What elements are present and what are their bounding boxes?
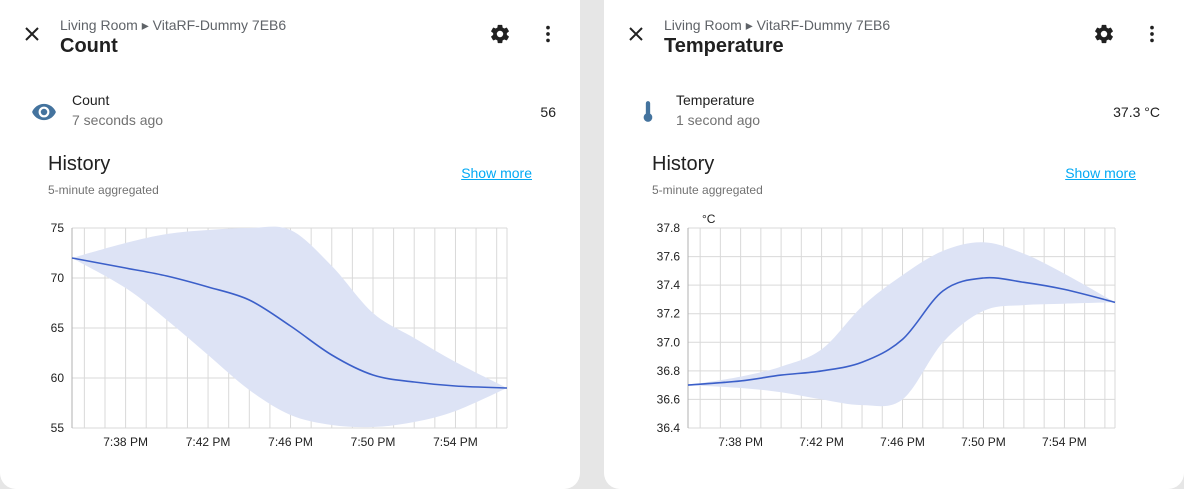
- more-options-button[interactable]: [532, 18, 564, 50]
- y-tick-label: 37.0: [657, 335, 681, 349]
- entity-state-value: 37.3 °C: [1113, 104, 1160, 120]
- x-tick-label: 7:50 PM: [961, 435, 1006, 449]
- history-subtitle: 5-minute aggregated: [652, 183, 763, 197]
- history-subtitle: 5-minute aggregated: [48, 183, 159, 197]
- dialog-title: Temperature: [664, 35, 784, 57]
- entity-name: Count: [72, 92, 110, 108]
- y-tick-label: 65: [51, 321, 65, 335]
- y-tick-label: 36.6: [657, 392, 681, 406]
- y-tick-label: 70: [51, 271, 65, 285]
- more-vert-icon: [1150, 25, 1154, 43]
- settings-button[interactable]: [1088, 18, 1120, 50]
- series-line: [71, 257, 508, 389]
- settings-button[interactable]: [484, 18, 516, 50]
- x-tick-label: 7:38 PM: [718, 435, 763, 449]
- y-axis-unit: °C: [702, 212, 716, 226]
- temperature-dialog: Living Room ▸ VitaRF-Dummy 7EB6 Temperat…: [604, 0, 1184, 489]
- close-button[interactable]: [620, 18, 652, 50]
- gear-icon: [491, 24, 509, 44]
- close-button[interactable]: [16, 18, 48, 50]
- close-icon: [25, 27, 39, 41]
- history-title: History: [652, 153, 715, 175]
- history-title: History: [48, 153, 111, 175]
- show-more-link[interactable]: Show more: [1065, 165, 1136, 181]
- gear-icon: [1095, 24, 1113, 44]
- show-more-link[interactable]: Show more: [461, 165, 532, 181]
- entity-last-changed: 1 second ago: [676, 112, 761, 128]
- y-tick-label: 60: [51, 371, 65, 385]
- y-tick-label: 36.8: [657, 364, 681, 378]
- count-history-chart[interactable]: 75 70 65 60 55 7:38 PM 7:42 PM 7:46 PM 7:50 PM 7:…: [0, 205, 580, 465]
- x-tick-label: 7:42 PM: [186, 435, 231, 449]
- eye-icon: [30, 98, 58, 126]
- y-tick-label: 55: [51, 421, 65, 435]
- thermometer-icon: [634, 98, 662, 126]
- dialog-title: Count: [60, 35, 118, 57]
- breadcrumb: Living Room ▸ VitaRF-Dummy 7EB6: [60, 17, 287, 33]
- y-tick-label: 37.6: [657, 250, 681, 264]
- x-tick-label: 7:54 PM: [433, 435, 478, 449]
- y-tick-label: 37.8: [657, 221, 681, 235]
- x-tick-label: 7:38 PM: [103, 435, 148, 449]
- temperature-history-chart[interactable]: 37.8 37.6 37.4 37.2 37.0 36.8 36.6 36.4 7:38 PM 7…: [604, 205, 1184, 465]
- y-tick-label: 37.2: [657, 307, 681, 321]
- y-tick-label: 75: [51, 221, 65, 235]
- x-tick-label: 7:54 PM: [1042, 435, 1087, 449]
- entity-state-value: 56: [540, 104, 556, 120]
- breadcrumb: Living Room ▸ VitaRF-Dummy 7EB6: [664, 17, 891, 33]
- close-icon: [629, 27, 643, 41]
- x-tick-label: 7:50 PM: [351, 435, 396, 449]
- min-max-band: [688, 242, 1115, 407]
- count-dialog: Living Room ▸ VitaRF-Dummy 7EB6 Count Co…: [0, 0, 580, 489]
- y-tick-label: 37.4: [657, 278, 681, 292]
- entity-name: Temperature: [676, 92, 755, 108]
- x-tick-label: 7:46 PM: [880, 435, 925, 449]
- min-max-band: [72, 226, 507, 428]
- series-line: [687, 276, 1116, 386]
- entity-last-changed: 7 seconds ago: [72, 112, 164, 128]
- x-tick-label: 7:46 PM: [268, 435, 313, 449]
- y-tick-label: 36.4: [657, 421, 681, 435]
- more-options-button[interactable]: [1136, 18, 1168, 50]
- more-vert-icon: [546, 25, 550, 43]
- x-tick-label: 7:42 PM: [799, 435, 844, 449]
